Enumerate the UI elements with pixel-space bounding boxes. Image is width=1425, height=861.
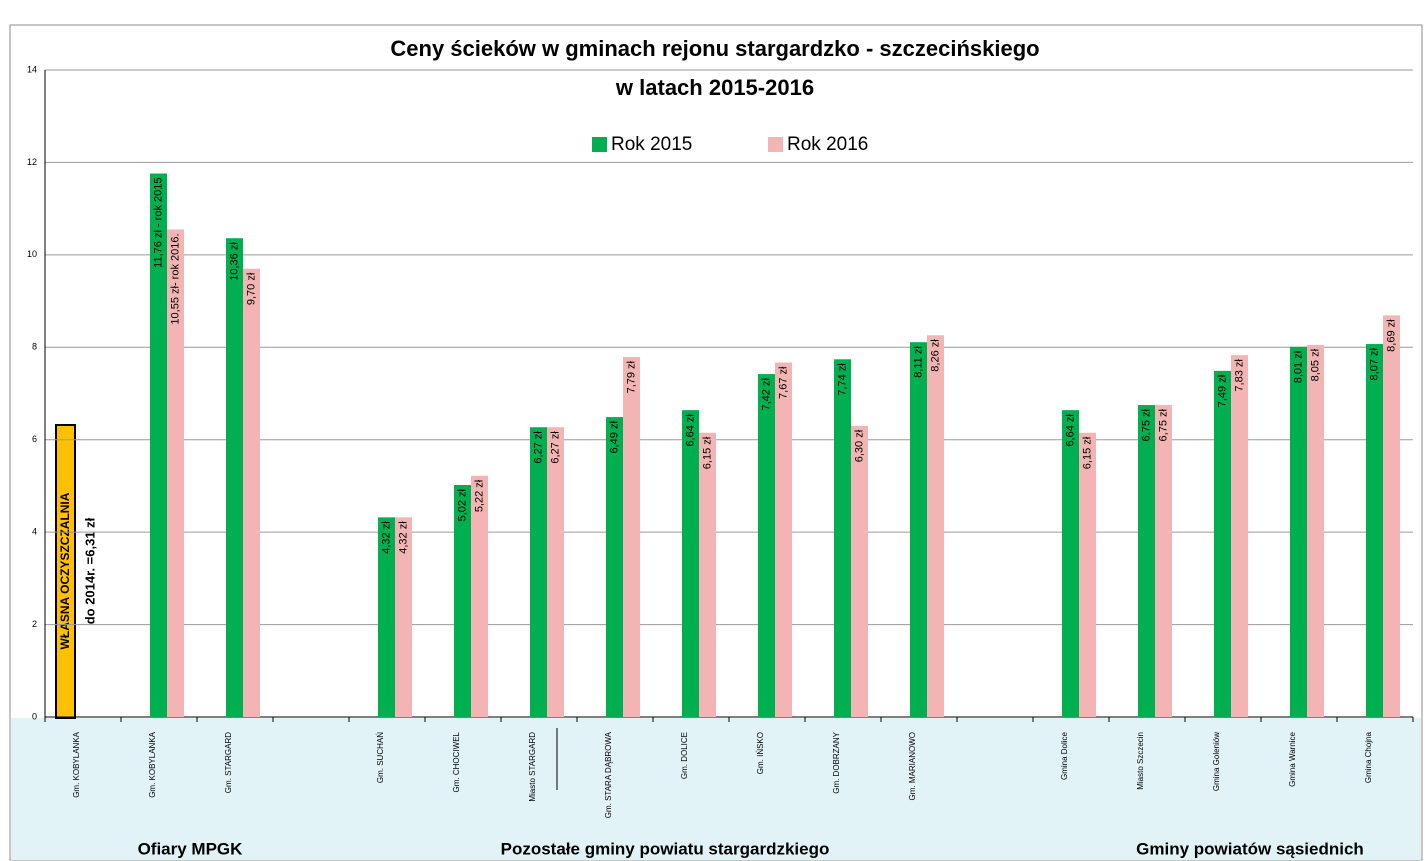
bar (395, 517, 412, 717)
bar (243, 268, 260, 717)
x-tick-label: Gmina Goleniów (1212, 732, 1221, 791)
bar (1231, 355, 1248, 717)
data-label: 6,30 zł (853, 429, 865, 462)
data-label: 6,15 zł (1081, 436, 1093, 469)
annotation-box (55, 424, 76, 719)
group-label: Gminy powiatów sąsiednich (1136, 839, 1364, 858)
annotation: do 2014r. =6,31 zł (82, 517, 97, 624)
data-label: 8,11 zł (912, 346, 924, 378)
data-label: 11,76 zł - rok 2015 (152, 178, 164, 268)
data-label: 5,02 zł (456, 488, 468, 521)
bar (1138, 405, 1155, 717)
x-tick-label: Gm. KOBYLANKA (148, 731, 157, 797)
bar (1307, 344, 1324, 717)
data-label: 4,32 zł (380, 521, 392, 554)
bar (623, 356, 640, 717)
y-tick-label: 4 (32, 527, 37, 537)
x-tick-label: Gm. SUCHAŃ (376, 732, 385, 783)
bar (1079, 432, 1096, 717)
bar (226, 238, 243, 717)
data-label: 7,67 zł (777, 366, 789, 399)
bar (682, 410, 699, 717)
bar (471, 475, 488, 717)
bar (1383, 315, 1400, 717)
bar (530, 427, 547, 717)
annotation: WŁASNA OCZYSZCZALNIA (58, 492, 72, 649)
data-label: 8,01 zł (1292, 350, 1304, 383)
data-label: 8,69 zł (1385, 319, 1397, 352)
x-tick-label: Gmina Chojna (1364, 731, 1373, 783)
bar (547, 427, 564, 717)
y-tick-label: 8 (32, 342, 37, 352)
legend-label: Rok 2016 (787, 134, 868, 155)
x-tick-label: Gm. IŃSKO (756, 732, 765, 774)
x-tick-label: Gm. STARGARD (224, 732, 233, 793)
x-tick-label: Miasto Szczecin (1136, 732, 1145, 790)
x-tick-label: Gm. DOLICE (680, 732, 689, 779)
data-label: 8,07 zł (1368, 348, 1380, 381)
y-tick-label: 12 (27, 157, 37, 167)
chart-title: w latach 2015-2016 (615, 75, 814, 100)
x-tick-label: Gm. STARA DĄBROWA (604, 731, 613, 818)
bar (454, 485, 471, 717)
data-label: 6,27 zł (549, 431, 561, 464)
bar (1214, 370, 1231, 717)
x-tick-label: Gm. CHOCIWEL (452, 731, 461, 792)
bar (150, 173, 167, 717)
bar (1155, 405, 1172, 717)
data-label: 6,64 zł (1064, 414, 1076, 447)
legend-swatch (768, 137, 783, 152)
y-tick-label: 2 (32, 619, 37, 629)
bar (834, 359, 851, 717)
x-tick-label: Miasto STARGARD (528, 732, 537, 802)
bar (1290, 346, 1307, 717)
x-tick-label: Gm. MARIANOWO (908, 732, 917, 800)
bar (1366, 344, 1383, 717)
group-label: Ofiary MPGK (138, 839, 244, 858)
group-label: Pozostałe gminy powiatu stargardzkiego (501, 839, 830, 858)
data-label: 7,74 zł (836, 363, 848, 396)
bar (167, 229, 184, 718)
bar (910, 342, 927, 717)
data-label: 6,75 zł (1157, 409, 1169, 442)
data-label: 6,49 zł (608, 421, 620, 454)
bar (378, 517, 395, 717)
data-label: 6,15 zł (701, 436, 713, 469)
y-tick-label: 14 (27, 64, 37, 74)
bar (775, 362, 792, 717)
data-label: 10,55 zł- rok 2016. (169, 233, 181, 324)
data-label: 7,42 zł (760, 378, 772, 411)
data-label: 4,32 zł (397, 521, 409, 554)
bar (1062, 410, 1079, 717)
bar (758, 374, 775, 717)
data-label: 8,05 zł (1309, 348, 1321, 381)
data-label: 5,22 zł (473, 479, 485, 512)
data-label: 9,70 zł (245, 272, 257, 305)
x-tick-label: Gmina Dolice (1060, 731, 1069, 780)
data-label: 6,64 zł (684, 414, 696, 447)
data-label: 7,83 zł (1233, 359, 1245, 392)
x-tick-label: Gm. KOBYLANKA (72, 731, 81, 797)
bar (851, 425, 868, 717)
x-tick-label: Gmina Warnice (1288, 731, 1297, 786)
x-tick-label: Gm. DOBRZANY (832, 731, 841, 793)
legend-label: Rok 2015 (611, 134, 692, 155)
y-tick-label: 6 (32, 434, 37, 444)
legend-swatch (592, 137, 607, 152)
bar (927, 335, 944, 717)
data-label: 7,79 zł (625, 360, 637, 393)
chart-title: Ceny ścieków w gminach rejonu stargardzk… (390, 36, 1039, 61)
data-label: 6,75 zł (1140, 409, 1152, 442)
axis-area (11, 718, 1421, 860)
data-label: 8,26 zł (929, 339, 941, 372)
y-tick-label: 10 (27, 249, 37, 259)
data-label: 7,49 zł (1216, 374, 1228, 407)
data-label: 6,27 zł (532, 431, 544, 464)
bar (606, 417, 623, 717)
bar (699, 432, 716, 717)
data-label: 10,36 zł (228, 242, 240, 281)
y-tick-label: 0 (32, 711, 37, 721)
